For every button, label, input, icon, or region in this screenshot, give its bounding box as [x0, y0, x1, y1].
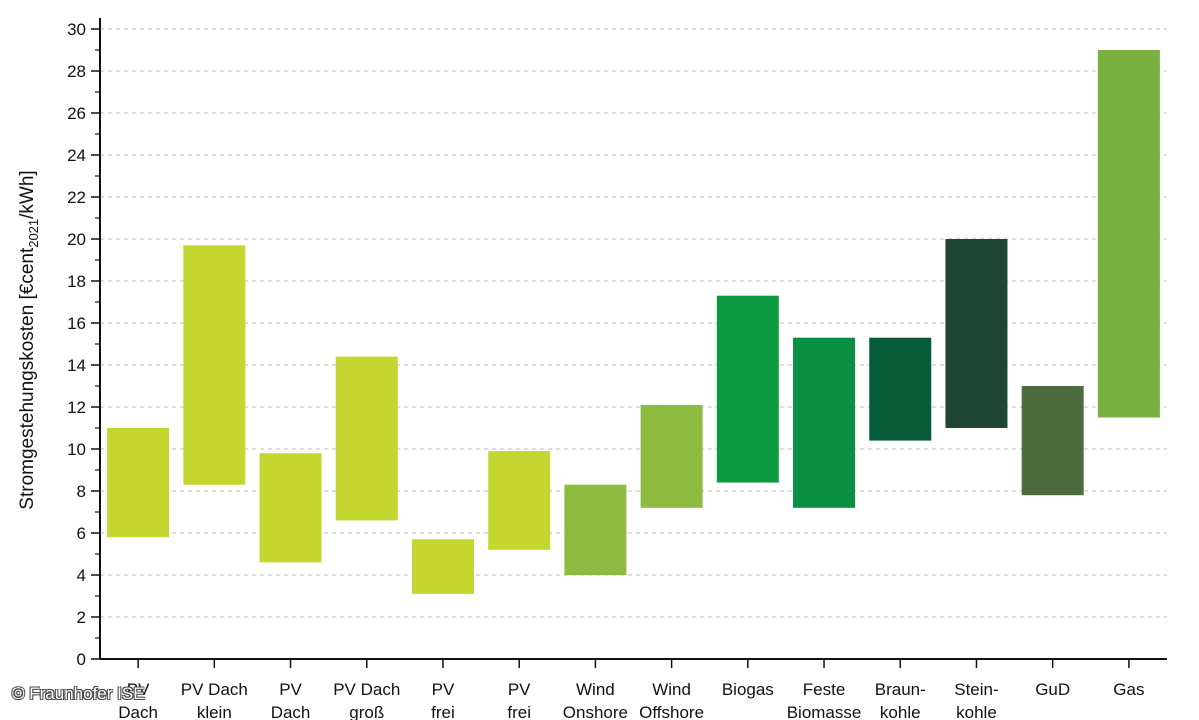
y-tick-label: 18	[67, 272, 86, 291]
x-category-label: PV frei	[431, 680, 455, 720]
y-tick-label: 22	[67, 188, 86, 207]
y-tick-label: 4	[77, 566, 86, 585]
bar	[640, 404, 703, 508]
x-category-label: PV Dach	[271, 680, 311, 720]
bar	[1021, 386, 1084, 496]
bar	[411, 539, 474, 594]
x-category-label: Gas	[1113, 680, 1144, 699]
x-category-label: GuD	[1035, 680, 1070, 699]
y-tick-label: 14	[67, 356, 86, 375]
axes	[99, 18, 1167, 668]
y-tick-label: 24	[67, 146, 86, 165]
y-tick-label: 30	[67, 20, 86, 39]
x-category-label: PV Dach	[118, 680, 158, 720]
y-tick-label: 28	[67, 62, 86, 81]
x-category-label: Feste Biomasse	[787, 680, 862, 720]
bar	[945, 239, 1008, 428]
x-category-label: Biogas	[722, 680, 774, 699]
x-category-label: Wind Onshore	[563, 680, 628, 720]
bar	[488, 451, 551, 550]
y-tick-label: 2	[77, 608, 86, 627]
bar	[1097, 50, 1160, 418]
y-tick-label: 10	[67, 440, 86, 459]
copyright-notice: © Fraunhofer ISE	[12, 684, 145, 703]
bar	[716, 295, 779, 483]
y-tick-label: 16	[67, 314, 86, 333]
bars	[107, 50, 1160, 594]
bar	[793, 337, 856, 508]
bar	[869, 337, 932, 441]
x-category-label: PV frei	[507, 680, 531, 720]
bar	[335, 356, 398, 521]
y-axis-label: Stromgestehungskosten [€cent2021/kWh]	[17, 170, 41, 509]
y-tick-label: 0	[77, 650, 86, 669]
bar	[183, 245, 246, 485]
bar	[564, 484, 627, 575]
x-category-label: Stein-kohle	[954, 680, 998, 720]
x-category-label: PV Dach klein	[181, 680, 248, 720]
bar	[107, 428, 170, 538]
x-category-label: PV Dach groß	[333, 680, 400, 720]
x-labels: PV Dach PV Dach klein PV Dach PV Dach groß PV fre…	[118, 680, 1144, 720]
y-tick-label: 20	[67, 230, 86, 249]
y-tick-label: 12	[67, 398, 86, 417]
bar	[259, 453, 322, 563]
x-category-label: Braun-kohle	[875, 680, 926, 720]
x-category-label: Wind Offshore	[639, 680, 704, 720]
y-tick-label: 6	[77, 524, 86, 543]
y-tick-label: 8	[77, 482, 86, 501]
y-tick-label: 26	[67, 104, 86, 123]
